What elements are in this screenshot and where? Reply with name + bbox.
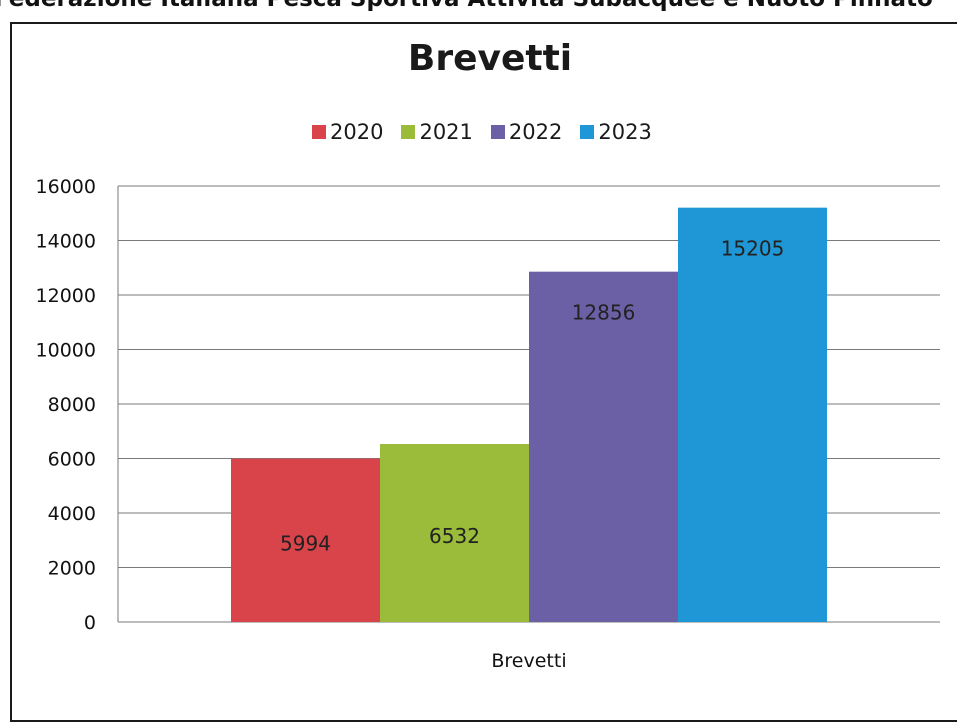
y-tick-label: 10000 [36, 340, 96, 362]
y-tick-label: 14000 [36, 231, 96, 253]
y-tick-label: 8000 [48, 394, 96, 416]
data-label-2021: 6532 [429, 524, 480, 548]
legend-swatch-2021 [401, 125, 416, 139]
legend-label-2023: 2023 [598, 120, 652, 144]
legend-label-2021: 2021 [419, 120, 473, 144]
bar-2020 [231, 458, 380, 622]
legend-swatch-2022 [490, 125, 505, 139]
y-tick-label: 4000 [48, 503, 96, 525]
legend-item-2023: 2023 [580, 120, 652, 144]
y-tick-label: 0 [84, 612, 96, 634]
legend-item-2022: 2022 [490, 120, 563, 144]
legend-label-2022: 2022 [508, 120, 563, 144]
chart-legend: 2020 2021 2022 2023 [312, 120, 652, 144]
data-label-2022: 12856 [572, 301, 636, 325]
legend-swatch-2020 [312, 125, 326, 139]
bar-2021 [380, 444, 529, 622]
y-tick-label: 12000 [36, 285, 96, 307]
legend-item-2020: 2020 [312, 120, 383, 144]
bar-2022 [529, 271, 678, 622]
x-category-label: Brevetti [491, 650, 566, 672]
legend-item-2021: 2021 [401, 120, 473, 144]
bar-chart: 0 2000 4000 6000 8000 10000 12000 14000 16000 599… [36, 176, 940, 672]
legend-swatch-2023 [580, 125, 595, 139]
y-tick-label: 2000 [48, 558, 96, 580]
page-banner: Federazione Italiana Pesca Sportiva Atti… [0, 0, 933, 12]
data-label-2023: 15205 [721, 237, 785, 261]
bar-2023 [678, 207, 827, 622]
chart-title: Brevetti [407, 38, 573, 79]
y-tick-label: 6000 [48, 449, 96, 471]
y-tick-label: 16000 [36, 176, 96, 198]
data-label-2020: 5994 [280, 531, 331, 555]
legend-label-2020: 2020 [330, 120, 384, 144]
